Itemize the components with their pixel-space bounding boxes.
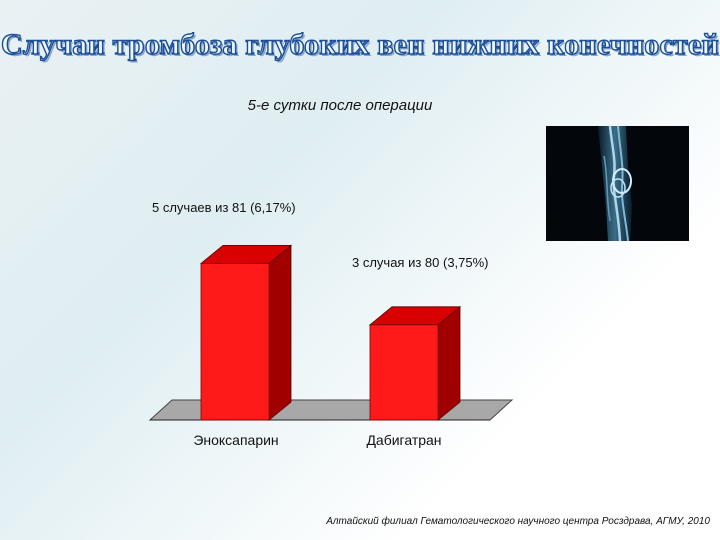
data-label: 3 случая из 80 (3,75%) <box>352 255 489 270</box>
bar-side <box>437 305 461 421</box>
xray-image <box>546 126 689 241</box>
page-title: Случаи тромбоза глубоких вен нижних коне… <box>0 27 719 61</box>
data-label: 5 случаев из 81 (6,17%) <box>152 200 296 215</box>
bar-side <box>268 244 292 421</box>
bar-2 <box>369 324 439 421</box>
footer-credit: Алтайский филиал Гематологического научн… <box>326 516 710 527</box>
chart-title: 5-е сутки после операции <box>247 97 433 114</box>
category-label: Дабигатран <box>366 432 441 448</box>
category-label: Эноксапарин <box>193 432 278 448</box>
bar-1 <box>200 262 270 421</box>
